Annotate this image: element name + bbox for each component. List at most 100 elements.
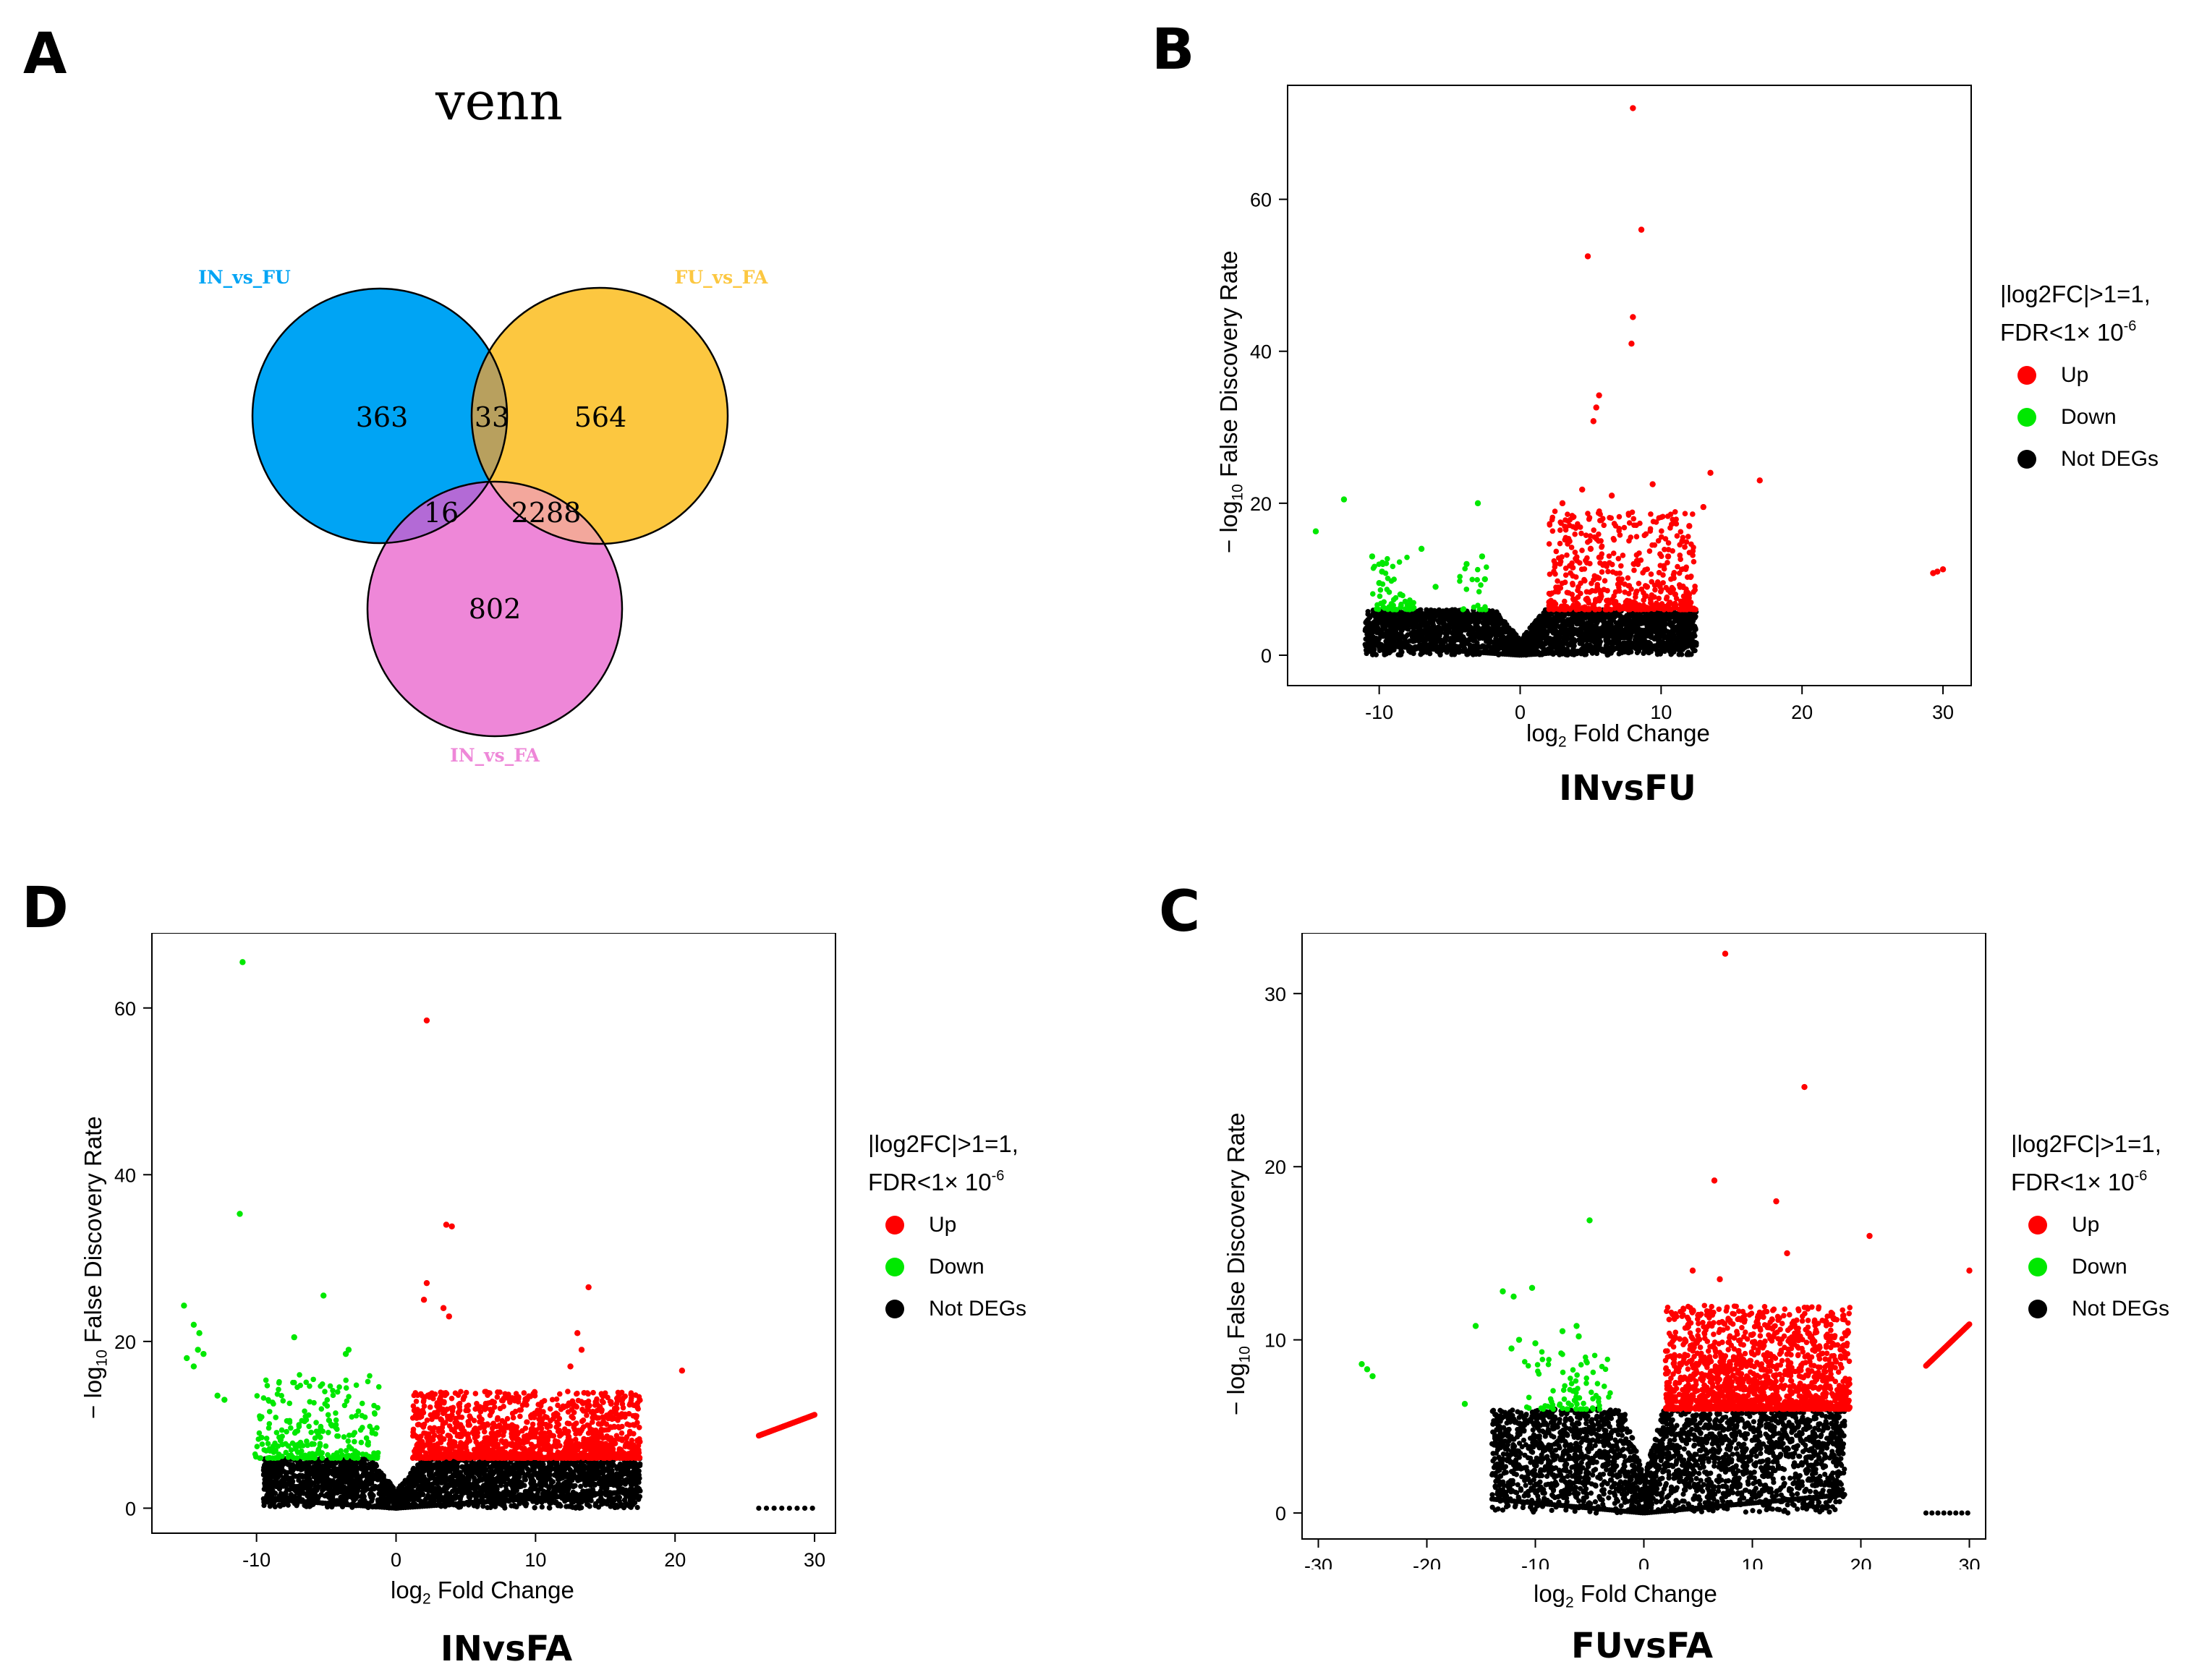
up-point — [1641, 590, 1646, 596]
not-deg-point — [569, 1478, 575, 1483]
up-point — [1604, 587, 1610, 594]
up-point — [1648, 571, 1654, 577]
up-point — [1680, 583, 1686, 589]
up-point — [1601, 522, 1607, 529]
not-deg-point — [1578, 636, 1585, 641]
not-deg-point — [1497, 614, 1502, 621]
not-deg-point — [1466, 625, 1471, 631]
not-deg-point — [1501, 622, 1507, 628]
not-deg-point — [1546, 628, 1552, 634]
not-deg-point — [1527, 631, 1533, 636]
legend-dot-not-degs — [2017, 450, 2036, 469]
up-point — [1590, 418, 1597, 425]
not-deg-point — [1612, 634, 1617, 640]
up-point — [1567, 522, 1573, 529]
not-deg-point — [1634, 614, 1640, 620]
down-point — [1462, 566, 1468, 572]
not-deg-point — [1459, 633, 1465, 639]
not-deg-point — [1491, 626, 1497, 632]
up-point — [1677, 529, 1684, 535]
up-point — [1584, 539, 1591, 545]
not-deg-point — [1436, 627, 1442, 633]
not-deg-point — [1487, 609, 1492, 615]
not-deg-point — [1506, 629, 1513, 635]
up-point — [1561, 598, 1568, 605]
up-point — [1557, 540, 1563, 547]
up-point — [1617, 570, 1623, 576]
up-point — [1586, 515, 1593, 521]
venn-diagram: venn IN_vs_FU FU_vs_FA IN_vs_FA 363 33 5… — [198, 71, 768, 766]
not-deg-point — [1454, 613, 1460, 618]
up-point — [1654, 601, 1660, 607]
down-point — [1390, 563, 1396, 570]
up-point — [1584, 253, 1591, 260]
data-points — [181, 959, 818, 1511]
venn-title: venn — [435, 71, 563, 132]
up-point — [1625, 607, 1632, 613]
not-deg-point — [524, 1466, 531, 1472]
up-point — [1547, 522, 1553, 528]
not-deg-point — [1654, 613, 1659, 618]
not-deg-point — [1690, 619, 1696, 625]
up-point — [1651, 582, 1658, 589]
legend-item-not-degs: Not DEGs — [2000, 438, 2159, 480]
up-point — [1552, 589, 1559, 594]
y-axis-label-suffix: False Discovery Rate — [1215, 250, 1242, 485]
not-deg-point — [1693, 640, 1699, 646]
not-deg-point — [1657, 632, 1664, 639]
up-point — [1602, 560, 1608, 568]
not-deg-point — [1458, 629, 1463, 635]
chart-title-in-vs-fu: INvsFU — [1559, 768, 1696, 809]
not-deg-point — [1374, 626, 1380, 632]
not-deg-point — [1369, 633, 1374, 639]
not-deg-point — [1604, 628, 1610, 635]
y-tick-label: 60 — [1250, 189, 1272, 211]
not-deg-point — [1641, 627, 1647, 634]
up-point — [1692, 584, 1698, 589]
not-deg-point — [1528, 647, 1535, 653]
up-point — [1686, 550, 1693, 555]
not-deg-point — [1403, 620, 1409, 626]
not-deg-point — [1437, 613, 1443, 619]
not-deg-point — [1570, 615, 1577, 621]
not-deg-point — [1561, 618, 1567, 624]
up-point — [1625, 583, 1631, 589]
venn-count-only-fu-fa: 564 — [574, 401, 627, 433]
not-deg-point — [1568, 634, 1575, 639]
not-deg-point — [1672, 616, 1678, 622]
up-point — [1677, 556, 1683, 563]
not-deg-point — [1421, 641, 1427, 647]
up-point — [1594, 581, 1601, 588]
not-deg-point — [1453, 637, 1459, 643]
not-deg-point — [1643, 632, 1649, 638]
up-point — [1672, 603, 1678, 610]
up-point — [1707, 469, 1714, 477]
up-point — [1679, 538, 1685, 545]
up-point — [1647, 528, 1654, 534]
venn-count-only-in-fa: 802 — [469, 593, 522, 625]
not-deg-point — [1468, 613, 1474, 618]
up-point — [1686, 602, 1693, 608]
not-deg-point — [1526, 641, 1531, 647]
up-point — [1559, 500, 1566, 507]
up-point — [1611, 593, 1617, 599]
up-point — [1562, 566, 1569, 571]
down-point — [1479, 553, 1486, 560]
up-point — [1557, 519, 1563, 525]
not-deg-point — [1599, 631, 1605, 637]
up-point — [1572, 531, 1578, 537]
not-deg-point — [1432, 616, 1437, 623]
up-point — [1688, 541, 1694, 547]
not-deg-point — [1470, 643, 1476, 649]
up-point — [1657, 551, 1663, 557]
up-point — [1562, 537, 1568, 543]
panel-letter-a: A — [23, 22, 67, 87]
not-deg-point — [1480, 620, 1486, 626]
up-point — [1630, 516, 1637, 522]
venn-count-fu-fa-in-fa: 2288 — [511, 497, 582, 529]
up-point — [1566, 538, 1573, 545]
not-deg-point — [1481, 631, 1487, 638]
up-point — [1670, 547, 1675, 554]
down-point — [1340, 496, 1348, 503]
not-deg-point — [1398, 628, 1404, 634]
